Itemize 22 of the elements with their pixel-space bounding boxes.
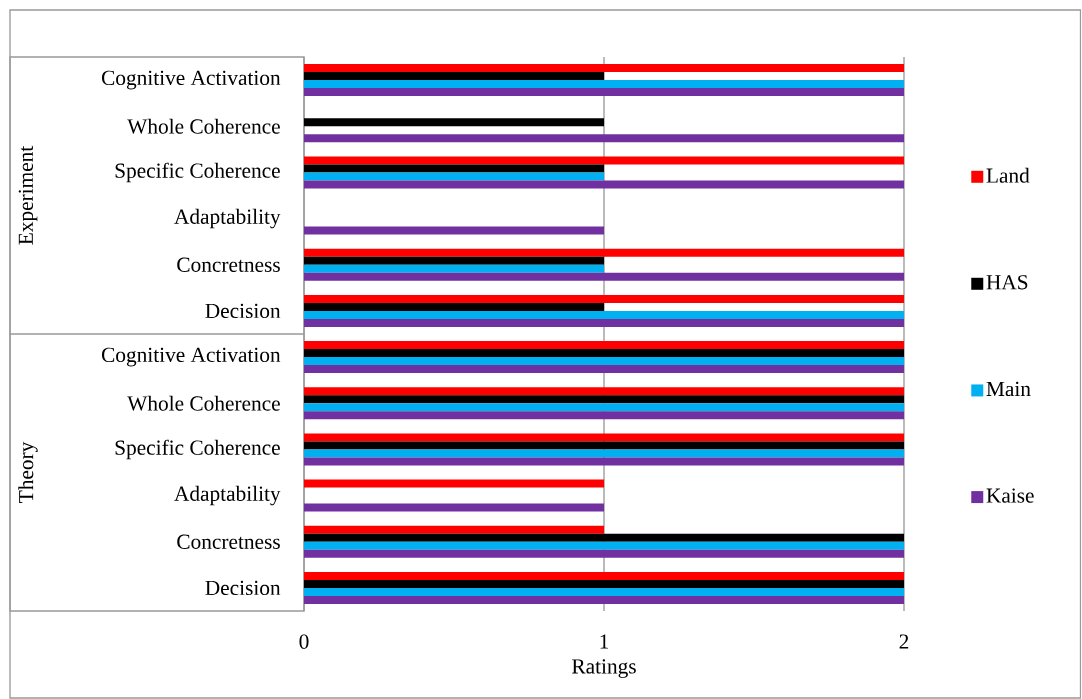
legend-label: HAS — [986, 275, 1028, 290]
y-tick-label: Concretness — [177, 534, 280, 549]
legend-label: Land — [986, 167, 1030, 183]
y-tick-label: Adaptability — [174, 485, 281, 506]
x-tick-label: 0 — [299, 634, 309, 649]
text: Theory — [18, 441, 38, 503]
y-tick-label: Whole Coherence — [127, 395, 280, 411]
y-tick-label: Cognitive Activation — [101, 347, 281, 367]
x-tick-label: 2 — [899, 634, 909, 649]
x-axis-title: Ratings — [572, 659, 636, 678]
y-tick-label: Specific Coherence — [115, 439, 280, 460]
legend-label: Main — [986, 381, 1031, 397]
y-tick-label: Adaptability — [174, 208, 281, 229]
y-tick-label: Whole Coherence — [127, 118, 280, 134]
y-tick-label: Concretness — [177, 257, 280, 272]
text: Experiment — [18, 145, 38, 245]
legend-label: Kaise — [986, 488, 1034, 503]
y-tick-label: Decision — [205, 580, 281, 596]
y-tick-label: Cognitive Activation — [101, 70, 281, 90]
y-tick-label: Specific Coherence — [115, 162, 280, 183]
y-tick-label: Decision — [205, 303, 281, 319]
x-tick-label: 1 — [600, 634, 609, 649]
